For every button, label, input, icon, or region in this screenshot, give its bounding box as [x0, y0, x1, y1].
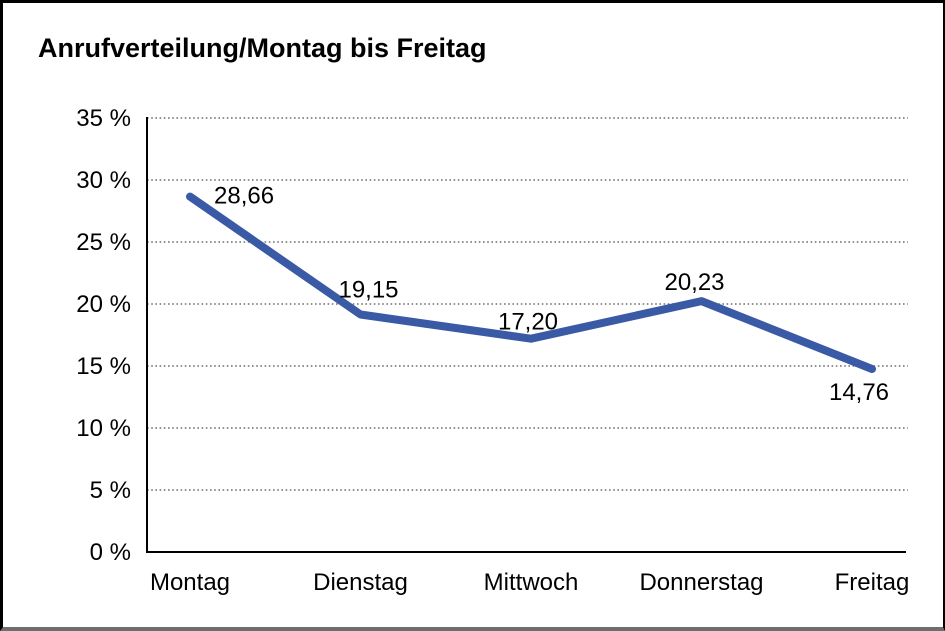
data-point-label: 17,20: [498, 309, 558, 336]
y-tick-label: 0 %: [90, 539, 131, 566]
data-point-label: 14,76: [829, 379, 889, 406]
data-point-label: 28,66: [214, 183, 274, 210]
data-point-label: 20,23: [664, 269, 724, 296]
y-tick-label: 10 %: [76, 415, 131, 442]
y-tick-label: 30 %: [76, 167, 131, 194]
y-tick-label: 35 %: [76, 105, 131, 132]
data-point-label: 19,15: [338, 277, 398, 304]
x-category-label: Freitag: [835, 569, 910, 596]
chart-title: Anrufverteilung/Montag bis Freitag: [38, 33, 487, 63]
y-tick-label: 15 %: [76, 353, 131, 380]
x-category-label: Dienstag: [313, 569, 408, 596]
x-category-label: Mittwoch: [484, 569, 579, 596]
line-chart: 0 % 5 % 10 % 15 % 20 % 25 % 30 % 35 % 28,66 19,15…: [76, 105, 910, 596]
x-category-label: Donnerstag: [639, 569, 763, 596]
y-tick-label: 20 %: [76, 291, 131, 318]
y-tick-label: 5 %: [90, 477, 131, 504]
x-category-label: Montag: [150, 569, 230, 596]
data-line: [186, 192, 876, 373]
y-tick-label: 25 %: [76, 229, 131, 256]
